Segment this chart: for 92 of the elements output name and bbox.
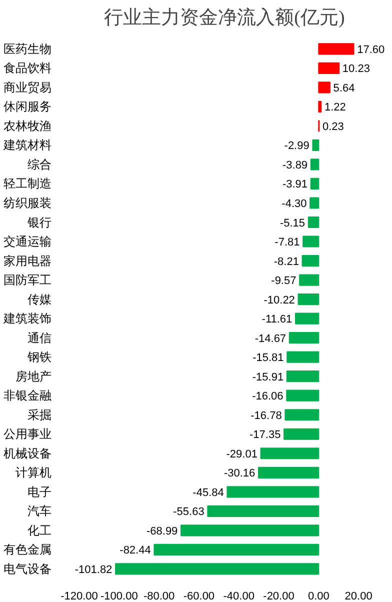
- bar: [318, 100, 322, 112]
- y-tick-label: 建筑装饰: [2, 312, 52, 326]
- x-tick-label: -120.00: [60, 590, 98, 602]
- bar: [302, 254, 320, 267]
- bar: [180, 524, 320, 536]
- bar: [207, 505, 320, 517]
- bar: [298, 294, 320, 306]
- data-label: -16.78: [250, 410, 282, 422]
- data-label: -68.99: [146, 525, 178, 538]
- data-label: -101.82: [74, 564, 112, 576]
- x-tick-label: -80.00: [143, 590, 175, 602]
- data-label: -3.89: [282, 159, 308, 172]
- y-tick-label: 休闲服务: [4, 100, 52, 114]
- data-label: -15.81: [252, 352, 284, 364]
- y-tick-label: 国防军工: [4, 273, 52, 288]
- y-tick-label: 采掘: [28, 408, 52, 422]
- data-label: 17.60: [357, 44, 385, 56]
- data-label: -7.81: [274, 236, 300, 249]
- y-tick-label: 通信: [28, 330, 52, 345]
- data-label: -82.44: [120, 544, 151, 557]
- y-tick-label: 汽车: [28, 504, 52, 518]
- bar: [286, 390, 320, 402]
- y-tick-label: 综合: [28, 157, 52, 172]
- data-label: -8.21: [274, 256, 299, 268]
- x-tick-label: -60.00: [183, 590, 215, 602]
- bar: [258, 466, 320, 478]
- bar: [286, 370, 320, 382]
- x-tick-label: -20.00: [263, 590, 294, 602]
- bar: [312, 139, 320, 152]
- data-label: 0.23: [322, 120, 344, 133]
- y-tick-label: 计算机: [16, 466, 52, 480]
- bar: [310, 197, 320, 209]
- data-label: 10.23: [342, 63, 370, 76]
- x-tick-label: 0.00: [308, 590, 330, 602]
- y-tick-label: 食品饮料: [4, 61, 52, 76]
- y-tick-label: 轻工制造: [4, 176, 52, 191]
- y-tick-label: 商业贸易: [4, 80, 52, 94]
- bar: [299, 274, 320, 286]
- data-label: -16.06: [252, 390, 284, 403]
- data-label: -55.63: [173, 506, 204, 518]
- bar: [310, 158, 320, 170]
- data-label: -10.22: [264, 294, 295, 306]
- bar: [284, 428, 320, 440]
- y-tick-label: 有色金属: [4, 542, 52, 557]
- bar: [226, 486, 320, 498]
- bar: [284, 409, 320, 421]
- data-label: -17.35: [250, 429, 281, 442]
- bar: [302, 236, 320, 248]
- data-label: -9.57: [271, 275, 296, 288]
- x-tick-label: 20.00: [344, 590, 372, 602]
- y-tick-label: 电气设备: [4, 562, 52, 576]
- data-label: -30.16: [224, 468, 256, 480]
- y-tick-label: 钢铁: [26, 350, 52, 364]
- y-tick-label: 公用事业: [4, 427, 52, 442]
- bar: [115, 563, 320, 575]
- y-tick-label: 非银金融: [4, 388, 52, 403]
- bar: [260, 448, 320, 460]
- y-tick-label: 建筑材料: [2, 138, 52, 152]
- data-label: -4.30: [282, 198, 307, 210]
- y-tick-label: 农林牧渔: [4, 118, 52, 133]
- data-label: -45.84: [192, 486, 224, 499]
- bar: [286, 351, 320, 363]
- y-tick-label: 交通运输: [4, 234, 52, 249]
- data-label: -2.99: [284, 140, 310, 152]
- x-tick-label: -40.00: [223, 590, 254, 602]
- y-tick-label: 医药生物: [4, 42, 52, 56]
- data-label: -11.61: [262, 314, 292, 326]
- data-label: -3.91: [282, 178, 308, 191]
- y-tick-label: 纺织服装: [4, 196, 52, 210]
- y-tick-label: 化工: [28, 523, 52, 538]
- data-label: 5.64: [333, 82, 355, 94]
- data-label: 1.22: [324, 102, 346, 114]
- y-tick-label: 传媒: [28, 292, 52, 306]
- y-tick-label: 房地产: [16, 369, 52, 384]
- chart-title: 行业主力资金净流入额(亿元): [104, 6, 345, 28]
- data-label: -29.01: [226, 448, 258, 460]
- bar: [154, 544, 320, 556]
- y-tick-label: 电子: [28, 484, 52, 499]
- bar: [308, 216, 320, 228]
- bar: [295, 312, 320, 324]
- y-tick-label: 银行: [26, 215, 52, 230]
- data-label: -15.91: [252, 371, 284, 384]
- data-label: -14.67: [254, 332, 286, 345]
- y-tick-label: 家用电器: [4, 254, 52, 268]
- bar: [318, 43, 354, 55]
- y-tick-label: 机械设备: [4, 446, 52, 460]
- bar: [310, 178, 320, 190]
- bar: [318, 82, 330, 94]
- bar: [288, 332, 320, 344]
- data-label: -5.15: [280, 217, 306, 230]
- x-tick-label: -100.00: [100, 590, 138, 602]
- bar: [318, 62, 340, 74]
